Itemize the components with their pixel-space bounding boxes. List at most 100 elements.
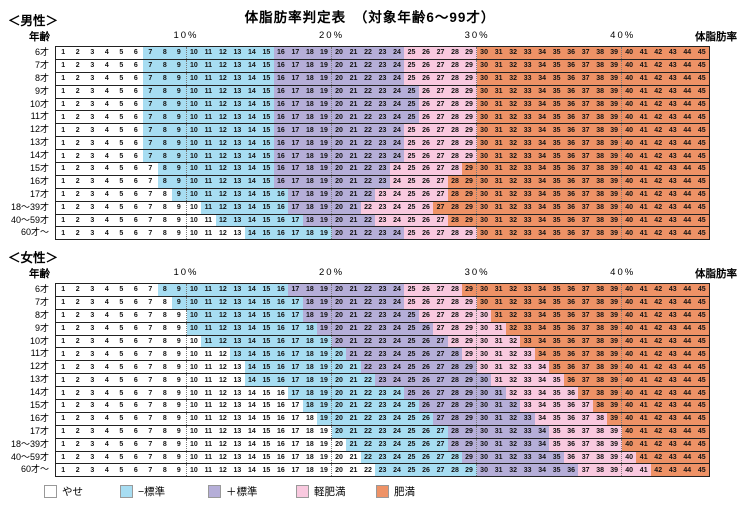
fat-cell: 44 [679, 309, 695, 322]
fat-cell: 7 [143, 335, 158, 348]
fat-cell: 32 [505, 47, 521, 59]
fat-cell: 18 [302, 296, 318, 309]
fat-cell: 39 [607, 175, 622, 188]
fat-cell: 5 [114, 163, 129, 175]
fat-cell: 43 [665, 309, 680, 322]
fat-cell: 24 [389, 111, 405, 124]
fat-cell: 21 [346, 150, 361, 163]
fat-cell: 33 [520, 387, 535, 400]
fat-cell: 41 [636, 451, 651, 464]
fat-cell: 30 [476, 387, 492, 400]
fat-cell: 30 [476, 335, 492, 348]
age-label: 9才 [34, 322, 49, 333]
fat-cell: 16 [273, 425, 289, 438]
fat-cell: 21 [346, 227, 361, 240]
fat-cell: 2 [70, 284, 86, 296]
fat-cell: 34 [534, 59, 550, 72]
fat-cell: 14 [244, 348, 260, 361]
fat-cell: 41 [636, 111, 651, 124]
fat-cell: 33 [520, 322, 535, 335]
fat-cell: 13 [230, 175, 245, 188]
fat-cell: 39 [607, 348, 622, 361]
fat-cell: 24 [389, 188, 405, 201]
fat-cell: 22 [360, 464, 376, 477]
fat-cell: 45 [694, 47, 709, 59]
fat-cell: 16 [273, 98, 289, 111]
fat-cell: 39 [607, 296, 622, 309]
fat-cell: 21 [346, 335, 361, 348]
fat-cell: 10 [186, 47, 202, 59]
fat-cell: 7 [143, 451, 158, 464]
fat-cell: 19 [317, 412, 332, 425]
age-label: 18～39才 [10, 201, 49, 212]
fat-cell: 24 [389, 335, 405, 348]
fat-cell: 9 [172, 296, 187, 309]
fat-cell: 45 [694, 464, 709, 477]
fat-cell: 16 [273, 387, 289, 400]
fat-cell: 12 [215, 412, 231, 425]
fat-cell: 20 [331, 284, 347, 296]
fat-cell: 45 [694, 400, 709, 412]
fat-cell: 42 [650, 98, 666, 111]
fat-cell: 29 [462, 214, 477, 227]
fat-cell: 36 [563, 348, 579, 361]
fat-cell: 40 [621, 214, 637, 227]
fat-cell: 10 [186, 296, 202, 309]
fat-cell: 26 [418, 438, 434, 451]
fat-cell: 5 [114, 284, 129, 296]
fat-cell: 21 [346, 124, 361, 137]
fat-cell: 2 [70, 98, 86, 111]
fat-cell: 44 [679, 124, 695, 137]
fat-cell: 45 [694, 201, 709, 214]
table-row: 1 2 3 4 5 6 7 8 9 10 11 12 13 14 15 16 17 18 19 20 21 22 23 24 2… [55, 321, 710, 336]
fat-cell: 42 [650, 296, 666, 309]
fat-cell: 4 [99, 464, 115, 477]
fat-cell: 9 [172, 47, 187, 59]
fat-cell: 8 [157, 412, 173, 425]
fat-cell: 12 [215, 374, 231, 387]
fat-cell: 20 [331, 72, 347, 85]
fat-cell: 22 [360, 188, 376, 201]
fat-cell: 28 [447, 464, 463, 477]
body-fat-header: 体脂肪率 [695, 31, 737, 43]
fat-cell: 4 [99, 374, 115, 387]
fat-cell: 15 [259, 400, 274, 412]
fat-cell: 13 [230, 296, 245, 309]
fat-cell: 41 [636, 322, 651, 335]
fat-cell: 23 [375, 348, 390, 361]
fat-cell: 22 [360, 296, 376, 309]
fat-cell: 44 [679, 188, 695, 201]
fat-cell: 31 [491, 227, 506, 240]
fat-cell: 35 [549, 124, 564, 137]
fat-cell: 41 [636, 98, 651, 111]
fat-cell: 12 [215, 124, 231, 137]
fat-cell: 28 [447, 425, 463, 438]
fat-cell: 14 [244, 284, 260, 296]
fat-cell: 27 [433, 412, 448, 425]
fat-cell: 10 [186, 163, 202, 175]
fat-cell: 39 [607, 59, 622, 72]
table-row: 1 2 3 4 5 6 7 8 9 10 11 12 13 14 15 16 17 18 19 20 21 22 23 24 2… [55, 347, 710, 362]
fat-cell: 40 [621, 348, 637, 361]
fat-cell: 13 [230, 464, 245, 477]
fat-cell: 27 [433, 163, 448, 175]
fat-cell: 39 [607, 150, 622, 163]
fat-cell: 11 [201, 163, 216, 175]
fat-cell: 40 [621, 201, 637, 214]
fat-cell: 18 [302, 464, 318, 477]
fat-cell: 5 [114, 412, 129, 425]
fat-cell: 9 [172, 322, 187, 335]
fat-cell: 18 [302, 309, 318, 322]
fat-cell: 24 [389, 348, 405, 361]
fat-cell: 11 [201, 361, 216, 374]
fat-cell: 21 [346, 175, 361, 188]
fat-cell: 3 [85, 85, 100, 98]
fat-cell: 22 [360, 322, 376, 335]
fat-cell: 8 [157, 284, 173, 296]
fat-cell: 9 [172, 201, 187, 214]
fat-cell: 43 [665, 361, 680, 374]
fat-cell: 1 [56, 374, 71, 387]
age-label: 40～59才 [10, 451, 49, 462]
fat-cell: 7 [143, 175, 158, 188]
fat-cell: 11 [201, 412, 216, 425]
